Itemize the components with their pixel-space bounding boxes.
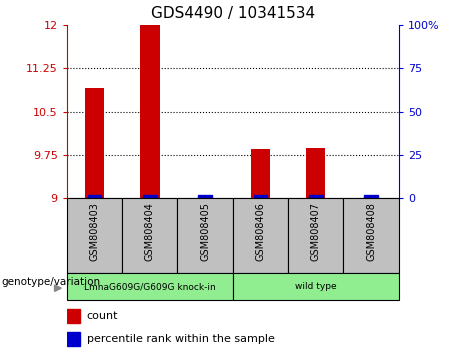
Text: GSM808403: GSM808403 xyxy=(89,202,100,261)
FancyBboxPatch shape xyxy=(122,198,177,273)
Bar xyxy=(364,195,378,198)
Bar xyxy=(67,332,80,346)
Bar xyxy=(67,309,80,323)
FancyBboxPatch shape xyxy=(233,198,288,273)
Bar xyxy=(88,195,101,198)
FancyBboxPatch shape xyxy=(67,273,233,300)
Text: percentile rank within the sample: percentile rank within the sample xyxy=(87,334,275,344)
Text: wild type: wild type xyxy=(295,282,337,291)
Bar xyxy=(254,195,267,198)
Bar xyxy=(140,25,160,198)
Text: GSM808406: GSM808406 xyxy=(255,202,266,261)
FancyBboxPatch shape xyxy=(343,198,399,273)
Text: GSM808408: GSM808408 xyxy=(366,202,376,261)
FancyBboxPatch shape xyxy=(67,198,122,273)
Text: genotype/variation: genotype/variation xyxy=(1,278,100,287)
Text: LmnaG609G/G609G knock-in: LmnaG609G/G609G knock-in xyxy=(84,282,216,291)
FancyBboxPatch shape xyxy=(288,198,343,273)
Bar xyxy=(198,195,212,198)
Text: GSM808404: GSM808404 xyxy=(145,202,155,261)
Bar xyxy=(306,148,325,198)
FancyBboxPatch shape xyxy=(177,198,233,273)
Text: count: count xyxy=(87,311,118,321)
Bar xyxy=(85,88,104,198)
FancyBboxPatch shape xyxy=(233,273,399,300)
Bar xyxy=(143,195,157,198)
Text: GSM808407: GSM808407 xyxy=(311,202,321,261)
Text: GSM808405: GSM808405 xyxy=(200,202,210,261)
Bar xyxy=(309,195,323,198)
Title: GDS4490 / 10341534: GDS4490 / 10341534 xyxy=(151,6,315,21)
Bar xyxy=(251,149,270,198)
